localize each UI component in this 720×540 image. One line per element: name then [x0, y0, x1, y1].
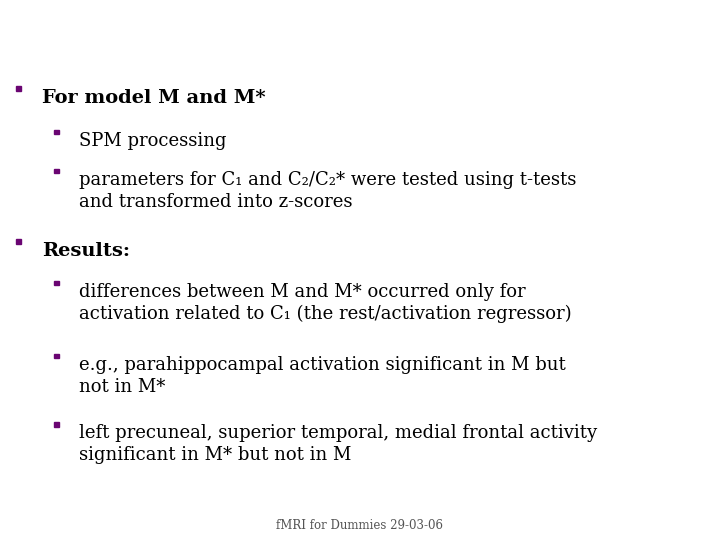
Text: differences between M and M* occurred only for
activation related to C₁ (the res: differences between M and M* occurred on…: [79, 282, 572, 323]
Text: left precuneal, superior temporal, medial frontal activity
significant in M* but: left precuneal, superior temporal, media…: [79, 424, 598, 464]
FancyBboxPatch shape: [54, 168, 59, 173]
FancyBboxPatch shape: [54, 422, 59, 427]
Text: ♣UCL: ♣UCL: [632, 29, 709, 53]
FancyBboxPatch shape: [54, 130, 59, 134]
Text: e.g., parahippocampal activation significant in M but
not in M*: e.g., parahippocampal activation signifi…: [79, 355, 566, 396]
FancyBboxPatch shape: [54, 280, 59, 285]
FancyBboxPatch shape: [16, 239, 21, 244]
Text: WELLCOME TRUST CENTRE FOR NEUROIMAGING
UNIVERSITY COLLEGE LONDON: WELLCOME TRUST CENTRE FOR NEUROIMAGING U…: [582, 6, 709, 18]
Text: SPM processing: SPM processing: [79, 132, 227, 150]
Text: fMRI: PET example: fMRI: PET example: [9, 19, 294, 44]
FancyBboxPatch shape: [54, 354, 59, 358]
Text: fMRI for Dummies 29-03-06: fMRI for Dummies 29-03-06: [276, 518, 444, 532]
Text: For model M and M*: For model M and M*: [42, 89, 266, 106]
FancyBboxPatch shape: [16, 86, 21, 91]
Text: Results:: Results:: [42, 241, 130, 260]
Text: parameters for C₁ and C₂/C₂* were tested using t-tests
and transformed into z-sc: parameters for C₁ and C₂/C₂* were tested…: [79, 171, 577, 211]
